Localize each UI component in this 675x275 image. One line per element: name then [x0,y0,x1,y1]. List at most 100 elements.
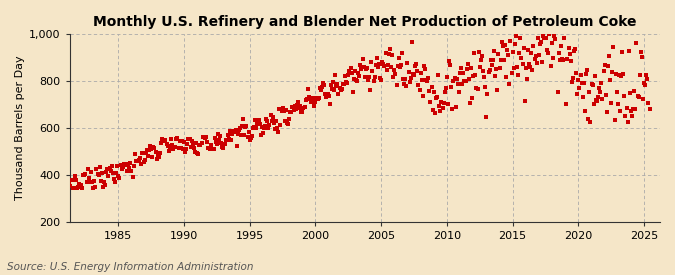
Point [321,95,332,99]
Point [315,86,325,90]
Point [111,171,122,176]
Point [491,67,502,72]
Point [223,137,234,141]
Point [104,166,115,170]
Point [176,146,186,150]
Point [575,72,586,77]
Point [454,89,464,94]
Point [381,68,392,72]
Point [472,87,483,91]
Point [510,42,520,46]
Point [116,167,127,172]
Point [199,136,210,141]
Point [536,40,547,45]
Point [577,95,588,99]
Point [537,59,547,64]
Point [292,100,303,104]
Point [388,75,399,79]
Point [455,71,466,76]
Point [513,73,524,78]
Point [475,65,485,69]
Point [554,50,564,55]
Point [97,171,107,175]
Point [124,166,135,171]
Point [98,185,109,189]
Point [223,133,234,138]
Point [457,82,468,87]
Point [548,55,559,60]
Point [229,130,240,134]
Point [205,147,216,152]
Point [582,68,593,72]
Point [471,86,482,90]
Point [559,36,570,40]
Point [230,128,241,132]
Point [137,151,148,155]
Point [178,147,188,151]
Point [426,85,437,89]
Point [163,149,174,153]
Point [68,186,79,190]
Point [315,88,326,92]
Point [284,117,294,121]
Point [494,65,505,70]
Point [155,151,165,155]
Point [416,78,427,82]
Point [242,134,253,139]
Point [356,67,367,71]
Point [256,125,267,129]
Point [269,121,279,125]
Point [180,150,190,154]
Point [348,90,358,94]
Point [504,81,515,86]
Point [234,126,245,131]
Point [139,158,150,163]
Point [206,142,217,147]
Point [165,147,176,152]
Point [105,169,116,173]
Point [153,154,163,158]
Point [480,85,491,89]
Point [334,86,345,90]
Point [394,64,405,69]
Point [174,138,185,143]
Point [587,82,598,87]
Point [411,62,422,67]
Point [213,131,223,136]
Point [399,82,410,87]
Point [460,79,471,83]
Point [146,147,157,152]
Point [368,78,379,83]
Point [130,159,141,163]
Point [425,100,436,104]
Point [202,146,213,150]
Point [584,90,595,94]
Point [341,79,352,84]
Point [634,73,645,77]
Point [445,62,456,67]
Point [633,95,644,99]
Point [475,57,486,62]
Point [255,133,266,137]
Point [84,180,95,184]
Point [637,55,647,59]
Point [603,53,614,58]
Point [101,170,111,174]
Point [376,78,387,83]
Point [448,78,459,83]
Point [607,70,618,74]
Point [529,57,540,61]
Point [401,84,412,89]
Point [392,64,403,68]
Point [91,167,102,171]
Point [364,75,375,80]
Point [204,146,215,150]
Point [304,95,315,100]
Point [614,109,625,113]
Point [123,162,134,166]
Point [424,89,435,93]
Point [369,75,380,79]
Point [413,83,424,87]
Point [239,133,250,137]
Point [391,83,402,87]
